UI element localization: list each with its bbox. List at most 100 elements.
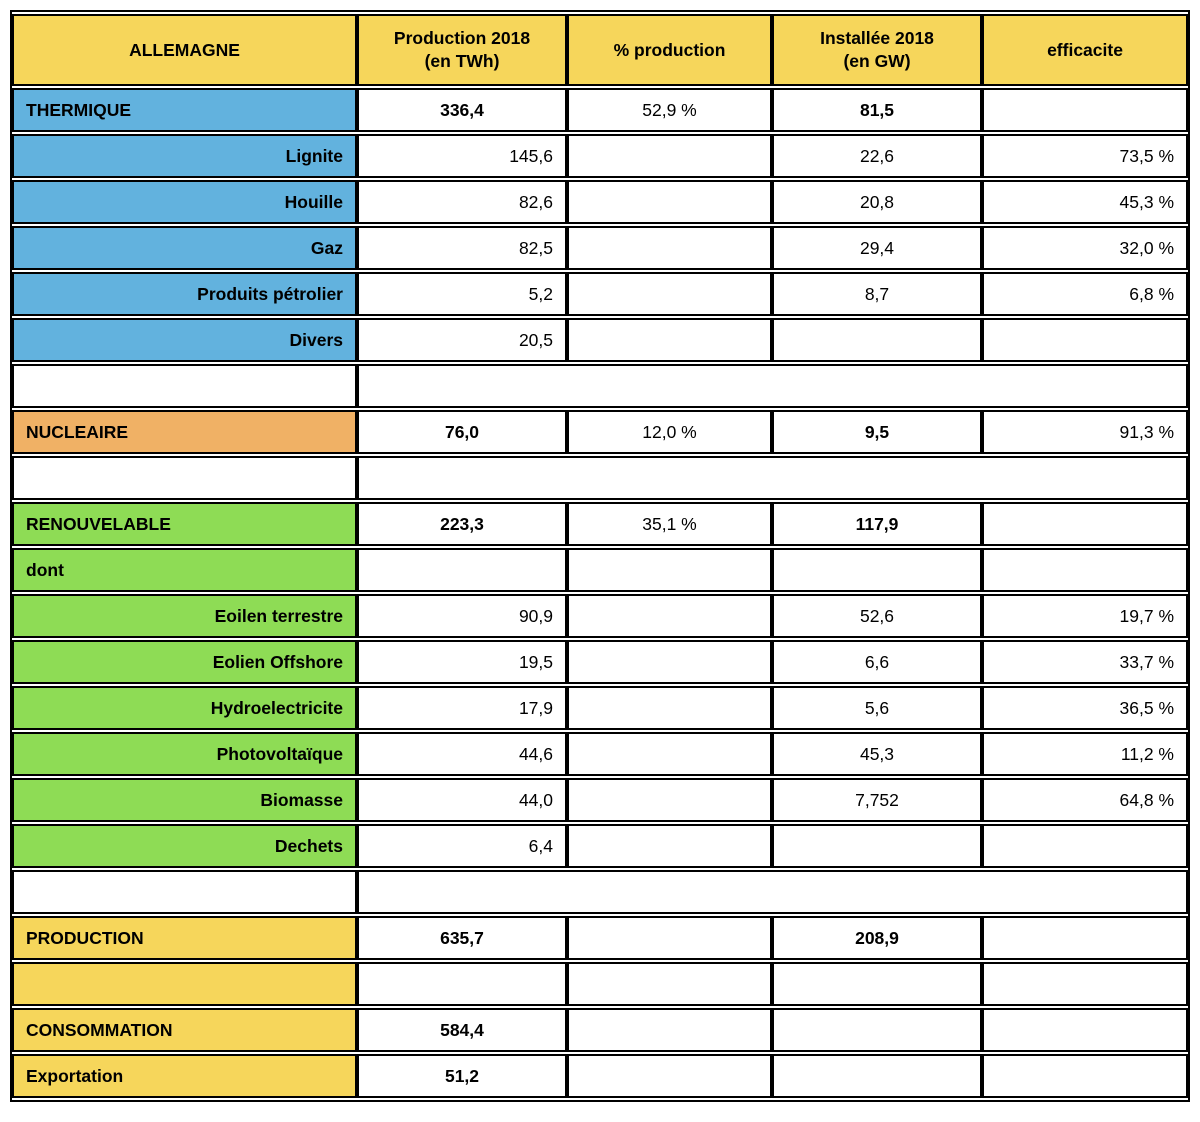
- row-eolien-terrestre: Eoilen terrestre 90,9 52,6 19,7 %: [12, 594, 1188, 638]
- produits-petrolier-efficiency: 6,8 %: [982, 272, 1188, 316]
- row-lignite: Lignite 145,6 22,6 73,5 %: [12, 134, 1188, 178]
- eolien-terrestre-efficiency: 19,7 %: [982, 594, 1188, 638]
- thermique-installed: 81,5: [772, 88, 982, 132]
- spacer-cell: [772, 962, 982, 1006]
- dont-pct: [567, 548, 772, 592]
- row-houille: Houille 82,6 20,8 45,3 %: [12, 180, 1188, 224]
- header-row: ALLEMAGNE Production 2018 (en TWh) % pro…: [12, 14, 1188, 86]
- houille-pct: [567, 180, 772, 224]
- spacer-row-yellow: [12, 962, 1188, 1006]
- exportation-label: Exportation: [12, 1054, 357, 1098]
- exportation-production: 51,2: [357, 1054, 567, 1098]
- renouvelable-efficiency: [982, 502, 1188, 546]
- gaz-production: 82,5: [357, 226, 567, 270]
- eolien-offshore-production: 19,5: [357, 640, 567, 684]
- row-eolien-offshore: Eolien Offshore 19,5 6,6 33,7 %: [12, 640, 1188, 684]
- spacer-row: [12, 870, 1188, 914]
- consommation-installed: [772, 1008, 982, 1052]
- production-total-efficiency: [982, 916, 1188, 960]
- header-efficacite: efficacite: [982, 14, 1188, 86]
- biomasse-installed: 7,752: [772, 778, 982, 822]
- eolien-terrestre-production: 90,9: [357, 594, 567, 638]
- divers-efficiency: [982, 318, 1188, 362]
- row-dont: dont: [12, 548, 1188, 592]
- dechets-installed: [772, 824, 982, 868]
- production-total-pct: [567, 916, 772, 960]
- photovoltaique-label: Photovoltaïque: [12, 732, 357, 776]
- divers-production: 20,5: [357, 318, 567, 362]
- produits-petrolier-label: Produits pétrolier: [12, 272, 357, 316]
- header-installee-2018: Installée 2018 (en GW): [772, 14, 982, 86]
- lignite-pct: [567, 134, 772, 178]
- production-total-production: 635,7: [357, 916, 567, 960]
- dont-label: dont: [12, 548, 357, 592]
- nucleaire-production: 76,0: [357, 410, 567, 454]
- exportation-efficiency: [982, 1054, 1188, 1098]
- hydroelectricite-installed: 5,6: [772, 686, 982, 730]
- eolien-terrestre-pct: [567, 594, 772, 638]
- eolien-offshore-installed: 6,6: [772, 640, 982, 684]
- lignite-installed: 22,6: [772, 134, 982, 178]
- renouvelable-installed: 117,9: [772, 502, 982, 546]
- produits-petrolier-installed: 8,7: [772, 272, 982, 316]
- produits-petrolier-production: 5,2: [357, 272, 567, 316]
- consommation-production: 584,4: [357, 1008, 567, 1052]
- gaz-pct: [567, 226, 772, 270]
- row-produits-petrolier: Produits pétrolier 5,2 8,7 6,8 %: [12, 272, 1188, 316]
- houille-production: 82,6: [357, 180, 567, 224]
- spacer-label-cell: [12, 456, 357, 500]
- row-production-total: PRODUCTION 635,7 208,9: [12, 916, 1188, 960]
- dechets-production: 6,4: [357, 824, 567, 868]
- thermique-label: THERMIQUE: [12, 88, 357, 132]
- nucleaire-label: NUCLEAIRE: [12, 410, 357, 454]
- photovoltaique-production: 44,6: [357, 732, 567, 776]
- eolien-offshore-label: Eolien Offshore: [12, 640, 357, 684]
- spacer-label-cell: [12, 364, 357, 408]
- dechets-label: Dechets: [12, 824, 357, 868]
- houille-label: Houille: [12, 180, 357, 224]
- gaz-installed: 29,4: [772, 226, 982, 270]
- spacer-label-cell: [12, 870, 357, 914]
- row-photovoltaique: Photovoltaïque 44,6 45,3 11,2 %: [12, 732, 1188, 776]
- row-biomasse: Biomasse 44,0 7,752 64,8 %: [12, 778, 1188, 822]
- photovoltaique-pct: [567, 732, 772, 776]
- eolien-terrestre-label: Eoilen terrestre: [12, 594, 357, 638]
- exportation-pct: [567, 1054, 772, 1098]
- dechets-pct: [567, 824, 772, 868]
- spacer-row: [12, 364, 1188, 408]
- hydroelectricite-pct: [567, 686, 772, 730]
- nucleaire-pct: 12,0 %: [567, 410, 772, 454]
- row-renouvelable: RENOUVELABLE 223,3 35,1 % 117,9: [12, 502, 1188, 546]
- gaz-efficiency: 32,0 %: [982, 226, 1188, 270]
- dont-installed: [772, 548, 982, 592]
- lignite-production: 145,6: [357, 134, 567, 178]
- spacer-cell: [982, 962, 1188, 1006]
- gaz-label: Gaz: [12, 226, 357, 270]
- row-divers: Divers 20,5: [12, 318, 1188, 362]
- production-total-label: PRODUCTION: [12, 916, 357, 960]
- biomasse-pct: [567, 778, 772, 822]
- row-hydroelectricite: Hydroelectricite 17,9 5,6 36,5 %: [12, 686, 1188, 730]
- consommation-pct: [567, 1008, 772, 1052]
- hydroelectricite-label: Hydroelectricite: [12, 686, 357, 730]
- divers-installed: [772, 318, 982, 362]
- produits-petrolier-pct: [567, 272, 772, 316]
- row-exportation: Exportation 51,2: [12, 1054, 1188, 1098]
- eolien-terrestre-installed: 52,6: [772, 594, 982, 638]
- biomasse-production: 44,0: [357, 778, 567, 822]
- header-production-2018: Production 2018 (en TWh): [357, 14, 567, 86]
- row-dechets: Dechets 6,4: [12, 824, 1188, 868]
- biomasse-efficiency: 64,8 %: [982, 778, 1188, 822]
- consommation-label: CONSOMMATION: [12, 1008, 357, 1052]
- nucleaire-efficiency: 91,3 %: [982, 410, 1188, 454]
- consommation-efficiency: [982, 1008, 1188, 1052]
- hydroelectricite-production: 17,9: [357, 686, 567, 730]
- spacer-row: [12, 456, 1188, 500]
- spacer-merged-cell: [357, 870, 1188, 914]
- dechets-efficiency: [982, 824, 1188, 868]
- renouvelable-production: 223,3: [357, 502, 567, 546]
- dont-production: [357, 548, 567, 592]
- row-thermique: THERMIQUE 336,4 52,9 % 81,5: [12, 88, 1188, 132]
- houille-installed: 20,8: [772, 180, 982, 224]
